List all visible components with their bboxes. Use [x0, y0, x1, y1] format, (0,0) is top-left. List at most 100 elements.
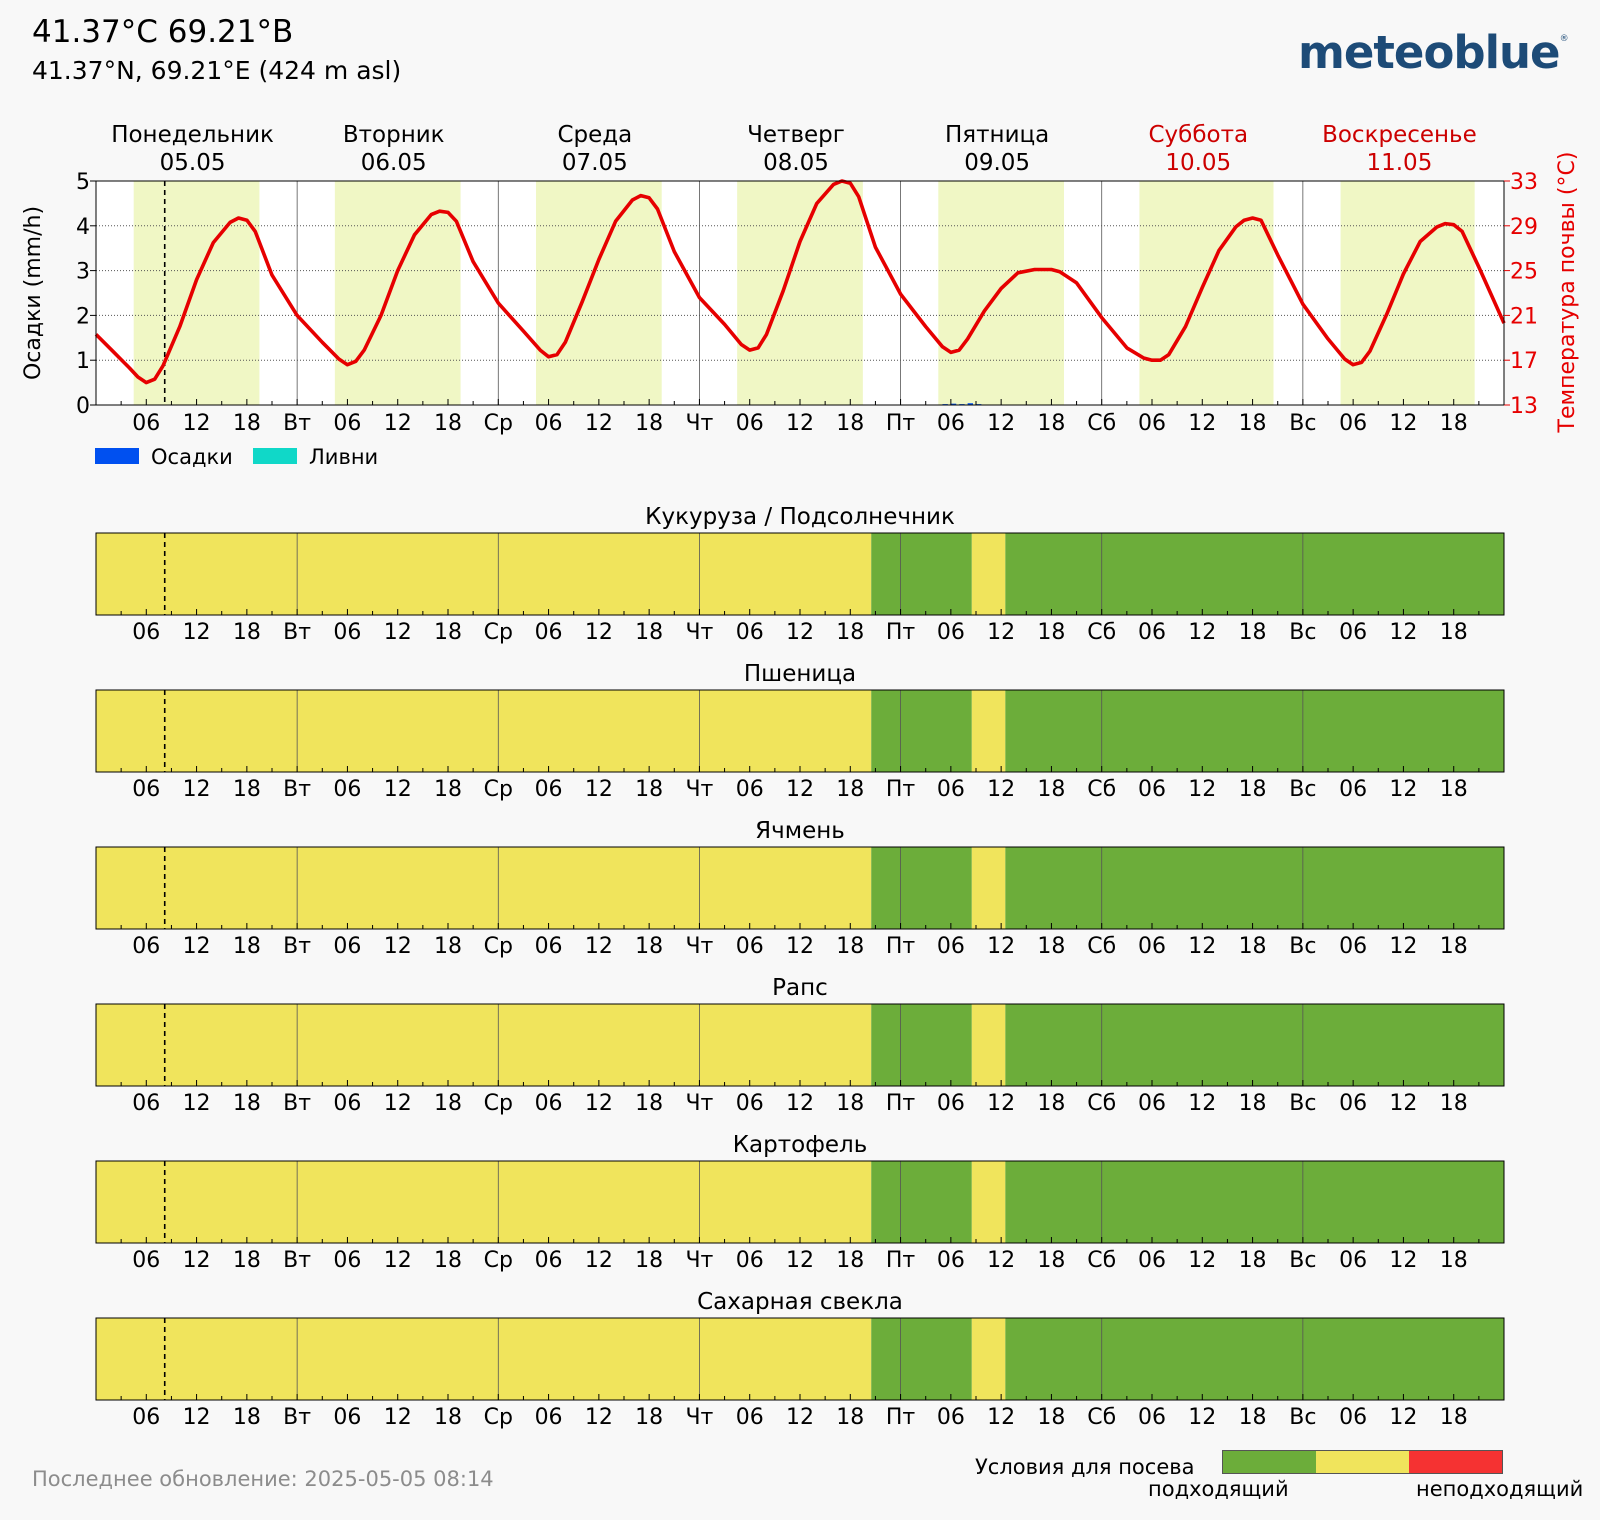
y-tick-label-right: 21: [1510, 304, 1538, 329]
daylight-band: [536, 181, 662, 405]
crop-x-hour-label: 12: [786, 620, 814, 645]
y-tick-label-left: 2: [76, 304, 90, 329]
daylight-band: [1340, 181, 1475, 405]
crop-x-day-label: Чт: [685, 1248, 713, 1273]
crop-condition-segment: [1005, 847, 1504, 929]
top-x-hour-label: 12: [1389, 411, 1417, 436]
legend-swatch-good: [1223, 1451, 1316, 1473]
day-date-label: 09.05: [964, 150, 1030, 176]
crop-x-hour-label: 18: [1440, 1248, 1468, 1273]
crop-condition-segment: [971, 533, 1006, 615]
crop-x-hour-label: 06: [736, 1248, 764, 1273]
crop-condition-segment: [1005, 1161, 1504, 1243]
day-date-label: 08.05: [763, 150, 829, 176]
crop-x-hour-label: 06: [132, 777, 160, 802]
top-x-day-label: Вт: [283, 411, 311, 436]
crop-x-hour-label: 12: [1188, 620, 1216, 645]
crop-x-hour-label: 18: [836, 1405, 864, 1430]
y-tick-label-right: 17: [1510, 349, 1538, 374]
soil-temperature-line: [94, 179, 1506, 385]
top-x-hour-label: 12: [384, 411, 412, 436]
crop-x-hour-label: 06: [736, 777, 764, 802]
crop-x-hour-label: 18: [233, 934, 261, 959]
crop-x-hour-label: 06: [132, 1405, 160, 1430]
day-date-label: 06.05: [361, 150, 427, 176]
crop-x-hour-label: 18: [635, 777, 663, 802]
crop-x-day-label: Вс: [1289, 934, 1316, 959]
daylight-band: [334, 181, 461, 405]
top-x-hour-label: 18: [635, 411, 663, 436]
crop-x-hour-label: 18: [1239, 934, 1267, 959]
crop-x-hour-label: 12: [1188, 1091, 1216, 1116]
crop-x-day-label: Вс: [1289, 777, 1316, 802]
y-tick-label-right: 25: [1510, 260, 1538, 285]
crop-x-day-label: Вс: [1289, 1091, 1316, 1116]
crop-condition-segment: [971, 1161, 1006, 1243]
crop-x-hour-label: 06: [1339, 1405, 1367, 1430]
crop-x-hour-label: 18: [1440, 620, 1468, 645]
crop-condition-segment: [871, 1318, 972, 1400]
meteoblue-logo[interactable]: meteoblue®: [1298, 26, 1569, 79]
precipitation-bar: [967, 403, 973, 405]
crop-x-hour-label: 12: [585, 1248, 613, 1273]
day-name-label: Вторник: [343, 122, 445, 148]
crop-x-hour-label: 18: [434, 934, 462, 959]
crop-panel-title: Кукуруза / Подсолнечник: [645, 504, 955, 530]
crop-x-day-label: Пт: [886, 620, 916, 645]
crop-condition-segment: [871, 533, 972, 615]
y-axis-label-left: Осадки (mm/h): [21, 206, 46, 380]
y-tick-label-right: 33: [1510, 170, 1538, 195]
daylight-band: [1139, 181, 1274, 405]
crop-condition-segment: [1005, 533, 1504, 615]
day-date-label: 05.05: [160, 150, 226, 176]
legend-label-good: подходящий: [1148, 1477, 1289, 1501]
crop-x-hour-label: 18: [1239, 620, 1267, 645]
y-tick-label-left: 1: [76, 349, 90, 374]
crop-x-hour-label: 18: [434, 1405, 462, 1430]
crop-x-hour-label: 18: [1239, 1091, 1267, 1116]
crop-x-hour-label: 06: [937, 620, 965, 645]
legend-swatch-showers: [253, 448, 297, 464]
day-name-label: Понедельник: [111, 122, 274, 148]
y-tick-label-left: 3: [76, 260, 90, 285]
crop-x-day-label: Пт: [886, 934, 916, 959]
crop-condition-segment: [1005, 1318, 1504, 1400]
crop-x-hour-label: 18: [836, 620, 864, 645]
crop-x-hour-label: 06: [1339, 777, 1367, 802]
crop-x-day-label: Чт: [685, 777, 713, 802]
top-x-hour-label: 18: [434, 411, 462, 436]
crop-x-hour-label: 12: [987, 777, 1015, 802]
legend-label-precipitation: Осадки: [151, 445, 233, 469]
daylight-band: [938, 181, 1064, 405]
crop-panel-title: Ячмень: [755, 818, 845, 844]
y-tick-label-right: 29: [1510, 215, 1538, 240]
top-x-hour-label: 12: [585, 411, 613, 436]
crop-x-hour-label: 18: [1037, 1248, 1065, 1273]
crop-x-hour-label: 12: [585, 1405, 613, 1430]
crop-x-hour-label: 06: [1339, 1248, 1367, 1273]
crop-x-hour-label: 12: [585, 777, 613, 802]
crop-x-hour-label: 12: [786, 1248, 814, 1273]
crop-x-day-label: Пт: [886, 1405, 916, 1430]
sowing-legend-title: Условия для посева: [975, 1455, 1195, 1479]
top-x-hour-label: 06: [132, 411, 160, 436]
top-x-hour-label: 12: [1188, 411, 1216, 436]
crop-panel-title: Пшеница: [744, 661, 856, 687]
day-date-label: 11.05: [1366, 150, 1432, 176]
crop-condition-segment: [871, 1161, 972, 1243]
crop-x-day-label: Ср: [484, 777, 513, 802]
crop-x-day-label: Пт: [886, 777, 916, 802]
crop-x-day-label: Чт: [685, 1405, 713, 1430]
crop-panel-title: Рапс: [772, 975, 828, 1001]
crop-x-hour-label: 06: [333, 777, 361, 802]
crop-x-hour-label: 12: [585, 620, 613, 645]
crop-condition-segment: [96, 1004, 872, 1086]
crop-x-day-label: Вс: [1289, 1248, 1316, 1273]
crop-x-day-label: Чт: [685, 1091, 713, 1116]
crop-x-hour-label: 18: [836, 1091, 864, 1116]
crop-x-day-label: Сб: [1087, 620, 1116, 645]
crop-condition-segment: [96, 533, 872, 615]
crop-x-hour-label: 18: [635, 1091, 663, 1116]
crop-x-hour-label: 12: [1188, 934, 1216, 959]
